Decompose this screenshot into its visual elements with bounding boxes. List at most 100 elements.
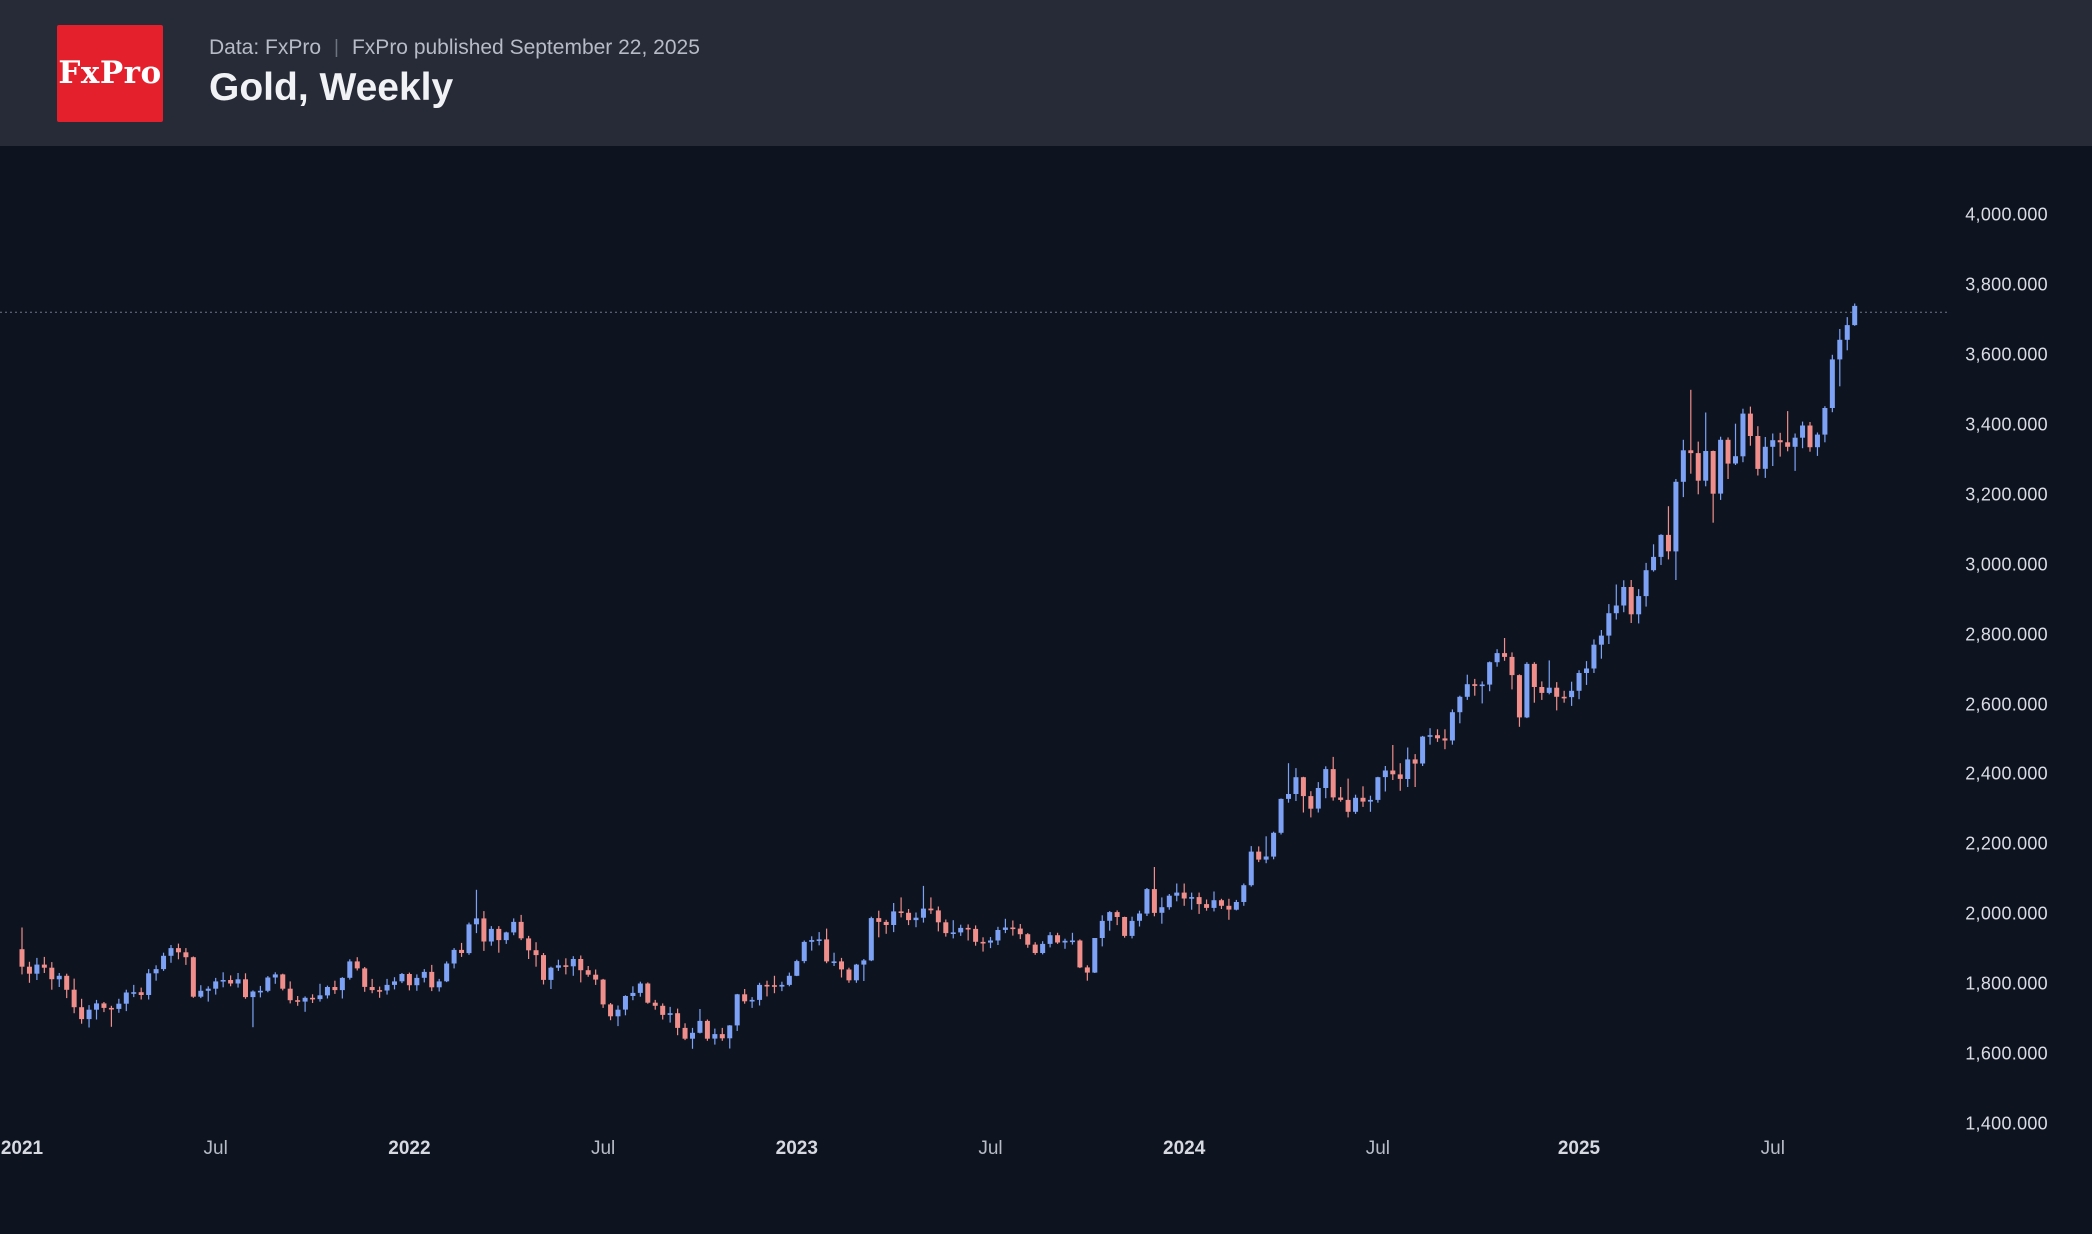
candle-body [950,932,956,934]
candle-body [1405,759,1411,779]
candle-body [1375,777,1381,800]
candle-body [630,992,636,996]
candle-body [585,970,591,975]
candle-body [1733,456,1738,464]
candle-body [1204,904,1210,908]
candle-body [749,999,755,1002]
candle-body [1576,673,1582,691]
candle-body [399,974,405,982]
candle-body [1271,832,1277,857]
candle-body [1598,635,1604,645]
candle-body [1561,696,1567,699]
candle-body [958,927,964,933]
candle-body [816,939,822,941]
candle-body [1554,687,1560,697]
candle-body [1643,570,1649,597]
candle-body [876,918,882,922]
candle-body [779,984,785,987]
candle-body [481,918,487,942]
candle-body [928,908,934,911]
candle-body [1725,439,1731,464]
candle-body [1464,684,1470,697]
candle-body [272,974,278,978]
candle-body [339,977,345,991]
candle-body [1472,684,1478,686]
candle-body [563,965,569,967]
candle-body [1367,799,1373,802]
candle-body [637,983,643,993]
candle-body [175,948,181,953]
candle-body [988,940,993,943]
candle-body [153,969,159,974]
candle-body [1814,434,1820,448]
candle-body [101,1003,107,1008]
candle-body [704,1020,710,1039]
candle-body [496,928,502,941]
candle-body [384,984,390,991]
candle-body [310,997,316,1000]
candle-body [451,949,457,964]
candle-body [1710,451,1716,494]
candle-body [86,1009,92,1020]
candle-body [608,1004,614,1017]
candle-body [548,967,554,980]
candle-body [1256,851,1262,860]
candle-body [1382,770,1388,778]
candle-body [824,939,830,962]
candle-body [1025,934,1031,945]
candle-body [26,966,32,974]
candle-body [1390,770,1396,775]
candle-body [868,918,874,961]
candle-body [1449,712,1455,741]
candle-body [1539,687,1545,693]
candle-body [995,930,1001,941]
candle-body [1189,897,1195,899]
candle-body [347,961,353,978]
candle-body [302,997,308,1002]
candle-body [220,980,226,982]
candle-body [1308,796,1314,809]
candle-body [690,1032,695,1039]
candle-body [49,967,55,980]
candle-body [429,971,435,988]
candle-body [853,964,859,981]
candle-body [1792,437,1798,447]
candle-body [1785,442,1791,447]
candle-body [19,949,25,967]
candle-body [287,988,293,1001]
candle-body [526,938,532,951]
candle-body [250,991,256,998]
candle-body [541,955,546,980]
candle-body [1762,446,1768,469]
candle-body [488,928,494,942]
candle-body [1807,425,1813,448]
candle-body [444,963,450,982]
candle-body [1718,439,1724,494]
header-text-block: Data: FxPro | FxPro published September … [209,37,700,110]
candle-body [1412,759,1418,764]
candle-body [1248,851,1254,886]
candle-body [1062,940,1068,943]
candle-body [809,940,815,942]
candle-body [622,996,628,1010]
fxpro-logo: FxPro [57,24,163,122]
candle-body [1338,797,1344,800]
candle-body [421,971,427,978]
candle-body [1286,794,1291,799]
candle-body [324,987,330,996]
candle-body [205,988,211,991]
candle-body [94,1003,99,1010]
candle-body [1435,735,1440,739]
candle-body [1263,856,1269,860]
candle-body [1300,777,1306,797]
candle-body [943,922,949,934]
app-header: FxPro Data: FxPro | FxPro published Sept… [0,0,2092,146]
candle-body [1330,769,1336,798]
candle-body [1137,913,1142,921]
candle-body [839,961,844,970]
candle-body [1524,663,1530,718]
candle-body [1651,556,1657,571]
candle-body [913,917,919,921]
candle-body [518,921,524,939]
candle-body [1755,436,1761,469]
